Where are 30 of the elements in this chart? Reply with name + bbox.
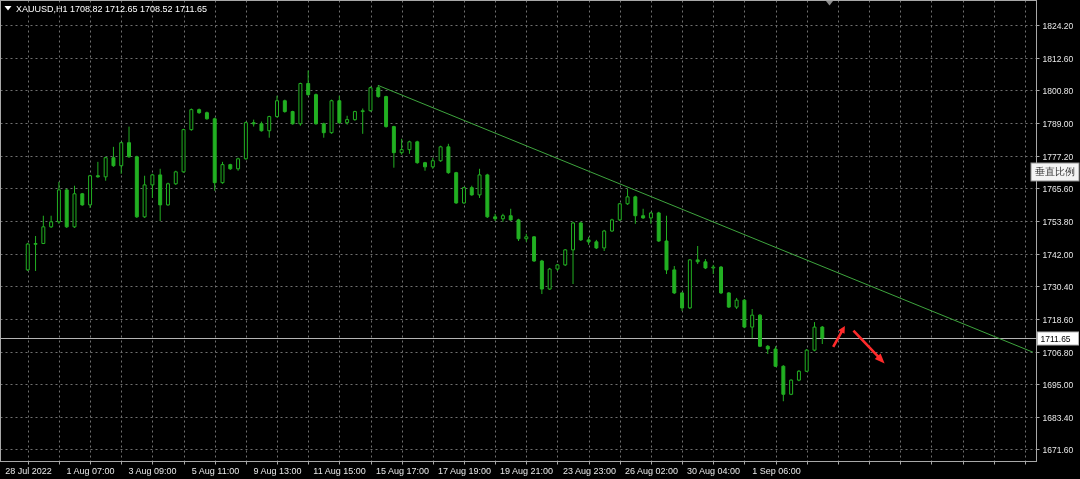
y-tick-label: 1824.20	[1042, 20, 1074, 31]
x-tick-label: 28 Jul 2022	[5, 465, 52, 476]
title: XAUUSD,H1 1708.82 1712.65 1708.52 1711.65	[16, 4, 207, 14]
y-tick-label: 1753.80	[1042, 216, 1074, 227]
x-tick-label: 3 Aug 09:00	[128, 465, 177, 476]
x-tick-label: 1 Aug 07:00	[66, 465, 115, 476]
annotation: 垂直比例	[1035, 166, 1075, 178]
y-tick-label: 1718.60	[1042, 314, 1074, 325]
x-tick-label: 26 Aug 02:00	[624, 465, 679, 476]
y-tick-label: 1671.60	[1042, 444, 1074, 455]
x-tick-label: 19 Aug 21:00	[499, 465, 554, 476]
x-tick-label: 23 Aug 23:00	[562, 465, 617, 476]
y-tick-label: 1777.20	[1042, 151, 1074, 162]
y-tick-label: 1812.60	[1042, 53, 1074, 64]
x-tick-label: 17 Aug 19:00	[437, 465, 492, 476]
x-tick-label: 11 Aug 15:00	[313, 465, 366, 476]
x-tick-label: 1 Sep 06:00	[752, 465, 801, 476]
y-tick-label: 1789.00	[1042, 118, 1074, 129]
y-tick-label: 1730.40	[1042, 281, 1074, 292]
y-tick-label: 1742.00	[1042, 249, 1074, 260]
x-tick-label: 9 Aug 13:00	[253, 465, 302, 476]
y-tick-label: 1800.80	[1042, 85, 1074, 96]
ref-line-label: 1711.65	[1040, 333, 1071, 344]
y-tick-label: 1706.80	[1042, 347, 1074, 358]
y-tick-label: 1765.60	[1042, 183, 1074, 194]
x-tick-label: 5 Aug 11:00	[191, 465, 240, 476]
y-tick-label: 1683.40	[1042, 412, 1074, 423]
x-tick-label: 30 Aug 04:00	[686, 465, 741, 476]
x-tick-label: 15 Aug 17:00	[375, 465, 430, 476]
y-tick-label: 1695.00	[1042, 379, 1074, 390]
